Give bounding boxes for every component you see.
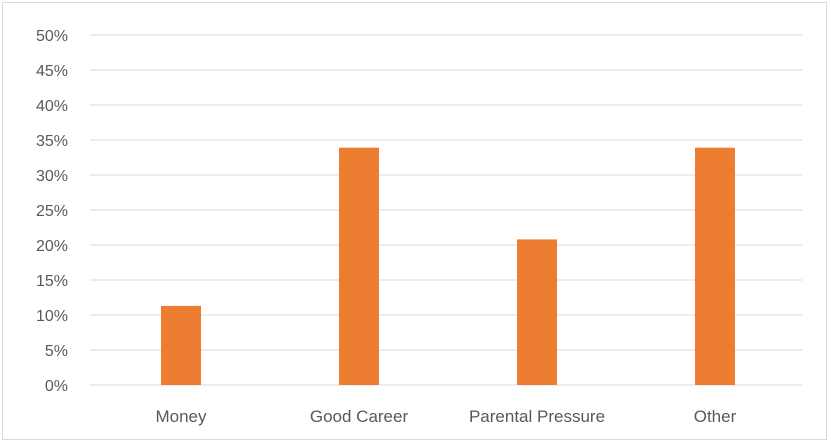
- y-axis-tick-labels: 0% 5% 10% 15% 20% 25% 30% 35% 40% 45% 50%: [36, 28, 68, 395]
- bar-money: [161, 305, 201, 385]
- y-tick-label: 10%: [36, 308, 68, 325]
- y-tick-label: 45%: [36, 63, 68, 80]
- gridlines: [90, 34, 802, 386]
- y-tick-label: 35%: [36, 133, 68, 150]
- y-tick-label: 50%: [36, 28, 68, 45]
- y-tick-label: 30%: [36, 168, 68, 185]
- chart-frame: [2, 2, 827, 440]
- y-tick-label: 0%: [45, 378, 68, 395]
- x-axis-category-labels: Money Good Career Parental Pressure Other: [155, 407, 736, 426]
- y-tick-label: 5%: [45, 343, 68, 360]
- x-category-label: Good Career: [310, 407, 409, 426]
- y-tick-label: 20%: [36, 238, 68, 255]
- bar-parental-pressure: [517, 239, 557, 385]
- y-tick-label: 15%: [36, 273, 68, 290]
- y-tick-label: 25%: [36, 203, 68, 220]
- y-tick-label: 40%: [36, 98, 68, 115]
- bars: [161, 147, 735, 385]
- x-category-label: Other: [694, 407, 737, 426]
- x-category-label: Parental Pressure: [469, 407, 605, 426]
- bar-other: [695, 147, 735, 385]
- bar-good-career: [339, 147, 379, 385]
- x-category-label: Money: [155, 407, 207, 426]
